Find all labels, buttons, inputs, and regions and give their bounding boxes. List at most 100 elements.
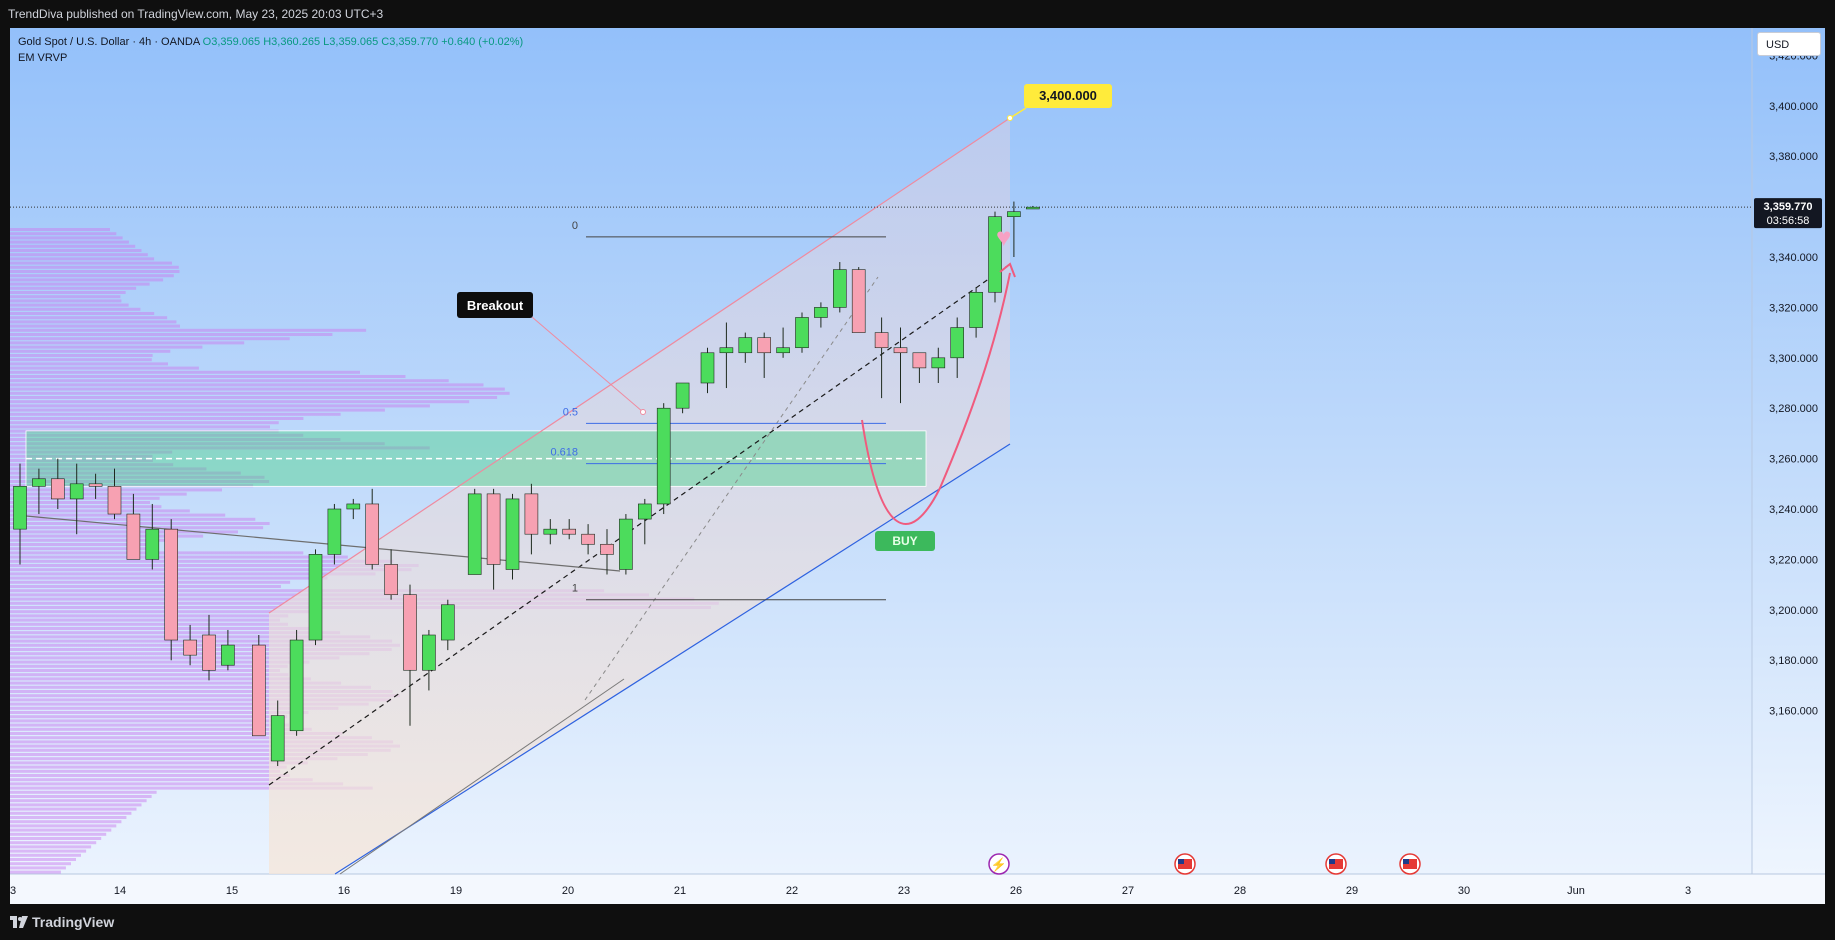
candle-body [562,528,577,535]
candle-body [32,478,46,487]
volume-profile-bar [10,438,341,441]
target-label: 3,400.000 [1039,88,1097,103]
target-label-box[interactable] [1024,84,1112,108]
volume-profile-bar [10,824,117,828]
volume-profile-bar [10,337,290,341]
price-axis-pane[interactable] [1752,28,1825,874]
candle-body [289,639,304,732]
time-tick-label: 13 [10,885,16,897]
target-dot [1007,115,1013,121]
publish-text: TrendDiva published on TradingView.com, … [8,7,384,21]
candle-body [656,407,671,505]
volume-profile-bar [10,845,92,849]
volume-profile-bar [10,320,177,324]
volume-profile-bar [10,799,147,803]
volume-profile-bar [10,761,308,765]
tradingview-logo[interactable]: TradingView [10,914,114,930]
volume-profile-bar [10,555,348,559]
candle-body [164,528,178,641]
lightning-event-icon[interactable]: ⚡ [988,853,1010,875]
volume-profile-bar [10,404,430,408]
volume-profile-bar [10,677,311,681]
volume-profile-bar [10,723,289,727]
volume-profile-bar [10,832,107,836]
fib-diagonal [584,276,879,701]
ohlc-low: L3,359.065 [323,36,379,48]
volume-profile-bar [10,341,245,345]
volume-profile-bar [10,711,309,714]
volume-profile-bar [10,866,66,870]
volume-profile-bar [10,417,304,420]
time-tick-label: 23 [898,885,910,897]
volume-profile-bar [10,492,187,496]
us-flag-event-icon[interactable] [1399,853,1421,875]
candle-body [700,352,715,384]
price-tick-label: 3,320.000 [1769,302,1818,314]
trend-dashed-line [268,263,1011,786]
indicator-legend[interactable]: EM VRVP [18,52,68,64]
price-chart[interactable]: 0 0.5 0.618 1 ♥ 3,400.000 Breakout BUY ⚡ 3,… [10,28,1825,904]
candle-body [384,564,398,595]
volume-profile-bar [10,286,137,290]
candle-body [675,382,690,409]
candle-body [69,483,84,500]
volume-profile-bar [10,412,341,416]
candle-body [600,543,614,555]
volume-profile-bar [10,719,280,723]
us-flag-event-icon[interactable] [1174,853,1196,875]
candle-body [619,518,633,570]
time-tick-label: 14 [114,885,126,897]
ohlc-close: C3,359.770 [381,36,439,48]
volume-profile-bar [10,379,449,383]
volume-profile-bar [10,534,204,538]
us-flag-event-icon[interactable] [1325,853,1347,875]
volume-profile-bar [10,639,393,643]
volume-profile-bar [10,862,71,866]
candle-body [270,715,285,762]
volume-profile-bar [10,228,110,231]
volume-profile-bar [10,295,121,299]
time-tick-label: 15 [226,885,238,897]
fibonacci-retracement[interactable]: 0 0.5 0.618 1 [550,220,886,601]
candle-body [757,337,772,354]
breakout-label-box[interactable] [457,292,533,318]
volume-profile-bar [10,786,373,790]
candle-body [1007,211,1021,217]
volume-profile-bar [10,841,97,845]
time-axis-pane[interactable] [10,874,1825,904]
currency-button[interactable]: USD [1757,32,1821,56]
volume-profile-bar [10,303,129,307]
volume-profile-bar [10,396,498,399]
fib-level-label: 1 [572,583,578,595]
volume-profile-bar [10,282,150,286]
candle-body [776,347,790,354]
buy-label: BUY [892,534,917,548]
volume-profile-bar [10,837,102,840]
volume-profile-bar [10,559,394,563]
volume-profile-bar [10,706,339,710]
projection-curve [861,272,1011,525]
candle-body [13,486,27,530]
volume-profile-bar [10,828,112,832]
channel-lower-line [334,443,1011,875]
volume-profile-bar [10,732,343,735]
volume-profile-bar [10,669,280,672]
volume-profile-bar [10,580,291,584]
descending-trendline [25,515,621,572]
symbol-title[interactable]: Gold Spot / U.S. Dollar · 4h · OANDA [18,36,200,48]
volume-profile-bar [10,585,281,588]
volume-profile-bar [10,530,238,534]
volume-profile-bar [10,803,142,807]
volume-profile-bar [10,811,132,815]
candle-body [581,533,595,545]
volume-profile-bar [10,753,368,756]
candle-body [851,269,866,333]
volume-profile-bar [10,467,207,471]
candle-body [524,493,539,535]
volume-profile-bar [10,782,344,786]
volume-profile-bar [10,820,122,824]
buy-label-box[interactable] [875,531,935,551]
current-price-value: 3,359.770 [1764,201,1813,213]
volume-profile-bar [10,291,126,294]
candle-body [107,486,122,515]
